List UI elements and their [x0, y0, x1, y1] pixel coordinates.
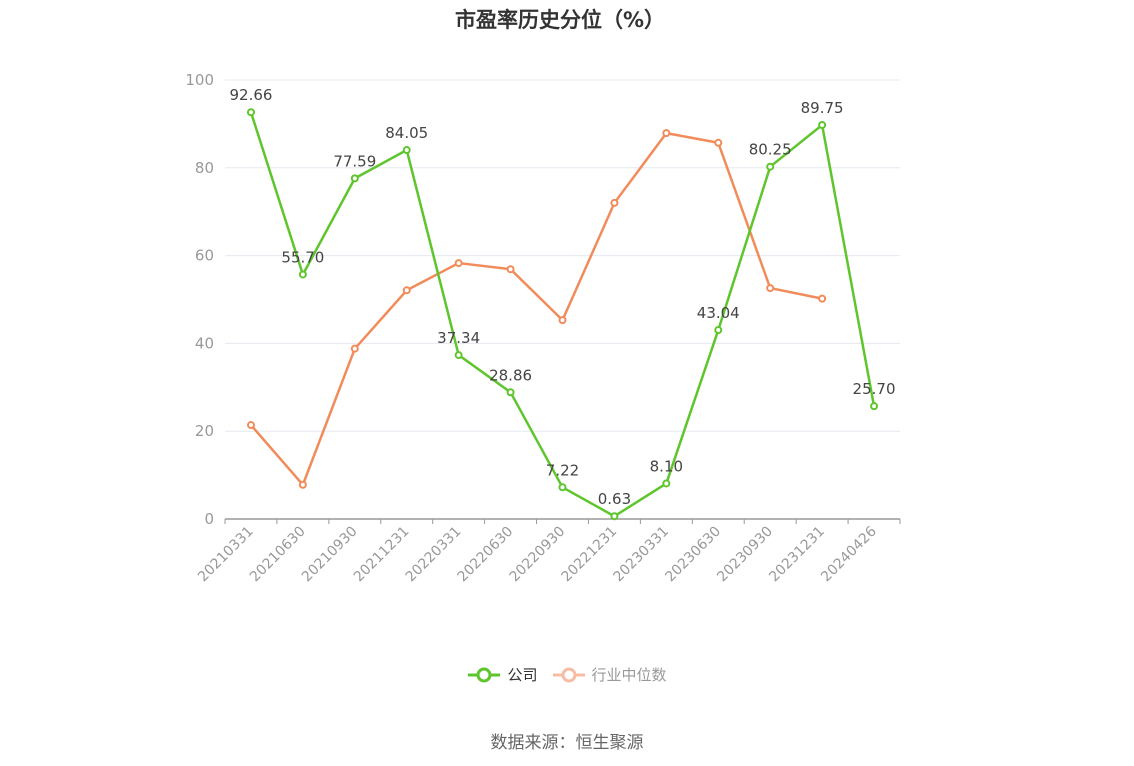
x-tick-label: 20210930: [299, 524, 361, 586]
data-point-industry[interactable]: [662, 129, 671, 138]
data-point-company[interactable]: [402, 146, 411, 155]
data-label-company: 80.25: [749, 141, 792, 159]
data-point-company[interactable]: [506, 388, 515, 397]
data-point-industry[interactable]: [454, 259, 463, 268]
x-axis: 2021033120210630202109302021123120220331…: [195, 518, 901, 586]
data-label-company: 28.86: [489, 366, 532, 384]
legend-line-company-icon: [468, 667, 501, 682]
data-point-company[interactable]: [350, 174, 359, 183]
x-tick-label: 20210630: [247, 524, 309, 586]
series-line-company: [249, 111, 876, 518]
data-point-company[interactable]: [610, 512, 619, 521]
y-tick-label: 60: [195, 247, 214, 265]
data-source: 数据来源：恒生聚源: [490, 733, 644, 753]
data-point-industry[interactable]: [558, 316, 567, 325]
legend-item-company[interactable]: 公司: [467, 664, 538, 685]
series-layer: [246, 108, 879, 521]
data-label-company: 84.05: [385, 124, 428, 142]
data-point-industry[interactable]: [766, 284, 775, 293]
y-tick-label: 40: [195, 334, 214, 352]
data-point-industry[interactable]: [818, 294, 827, 303]
data-point-company[interactable]: [454, 351, 463, 360]
data-point-industry[interactable]: [610, 198, 619, 207]
data-point-company[interactable]: [298, 270, 307, 279]
x-tick-label: 20210331: [195, 524, 257, 586]
x-tick-label: 20221231: [559, 524, 621, 586]
x-tick-label: 20220331: [403, 524, 465, 586]
y-tick-label: 20: [195, 422, 214, 440]
data-point-industry[interactable]: [714, 138, 723, 147]
y-tick-label: 100: [185, 71, 214, 89]
data-point-company[interactable]: [818, 120, 827, 129]
legend-item-industry[interactable]: 行业中位数: [552, 664, 667, 685]
x-tick-label: 20211231: [351, 524, 413, 586]
data-point-industry[interactable]: [506, 265, 515, 274]
data-label-company: 8.10: [650, 457, 683, 475]
x-tick-label: 20240426: [818, 523, 880, 585]
legend-line-industry-icon: [552, 667, 585, 682]
data-point-industry[interactable]: [402, 286, 411, 295]
legend-label-industry: 行业中位数: [591, 666, 667, 684]
data-label-company: 55.70: [281, 248, 324, 266]
data-label-company: 77.59: [333, 152, 376, 170]
data-point-company[interactable]: [714, 326, 723, 335]
data-label-company: 92.66: [229, 86, 272, 104]
x-tick-label: 20220630: [455, 524, 517, 586]
data-label-company: 0.63: [598, 490, 631, 508]
data-label-company: 37.34: [437, 329, 480, 347]
x-tick-label: 20220930: [507, 524, 569, 586]
data-point-company[interactable]: [662, 479, 671, 488]
legend: 公司 行业中位数: [0, 664, 1134, 685]
data-label-company: 7.22: [546, 461, 579, 479]
legend-label-company: 公司: [507, 666, 538, 684]
y-tick-label: 80: [195, 159, 214, 177]
data-point-company[interactable]: [558, 483, 567, 492]
x-tick-label: 20230930: [714, 524, 776, 586]
data-point-industry[interactable]: [350, 344, 359, 353]
data-label-company: 25.70: [853, 380, 896, 398]
grid-lines: [225, 79, 900, 432]
y-axis: 0 20 40 60 80 100: [185, 71, 214, 528]
data-labels: 92.66 55.70 77.59 84.05 37.34 28.86 7.22 0.63 8.…: [229, 86, 895, 508]
data-point-industry[interactable]: [298, 480, 307, 489]
data-label-company: 89.75: [801, 99, 844, 117]
x-tick-label: 20231231: [766, 524, 828, 586]
data-point-company[interactable]: [870, 402, 879, 411]
x-tick-label: 20230331: [610, 524, 672, 586]
series-line-industry: [250, 131, 823, 487]
y-tick-label: 0: [204, 510, 214, 528]
data-point-industry[interactable]: [246, 421, 255, 430]
data-point-company[interactable]: [246, 108, 255, 117]
data-point-company[interactable]: [766, 162, 775, 171]
data-label-company: 43.04: [697, 304, 740, 322]
chart-title: 市盈率历史分位（%）: [454, 8, 666, 32]
x-tick-label: 20230630: [662, 524, 724, 586]
